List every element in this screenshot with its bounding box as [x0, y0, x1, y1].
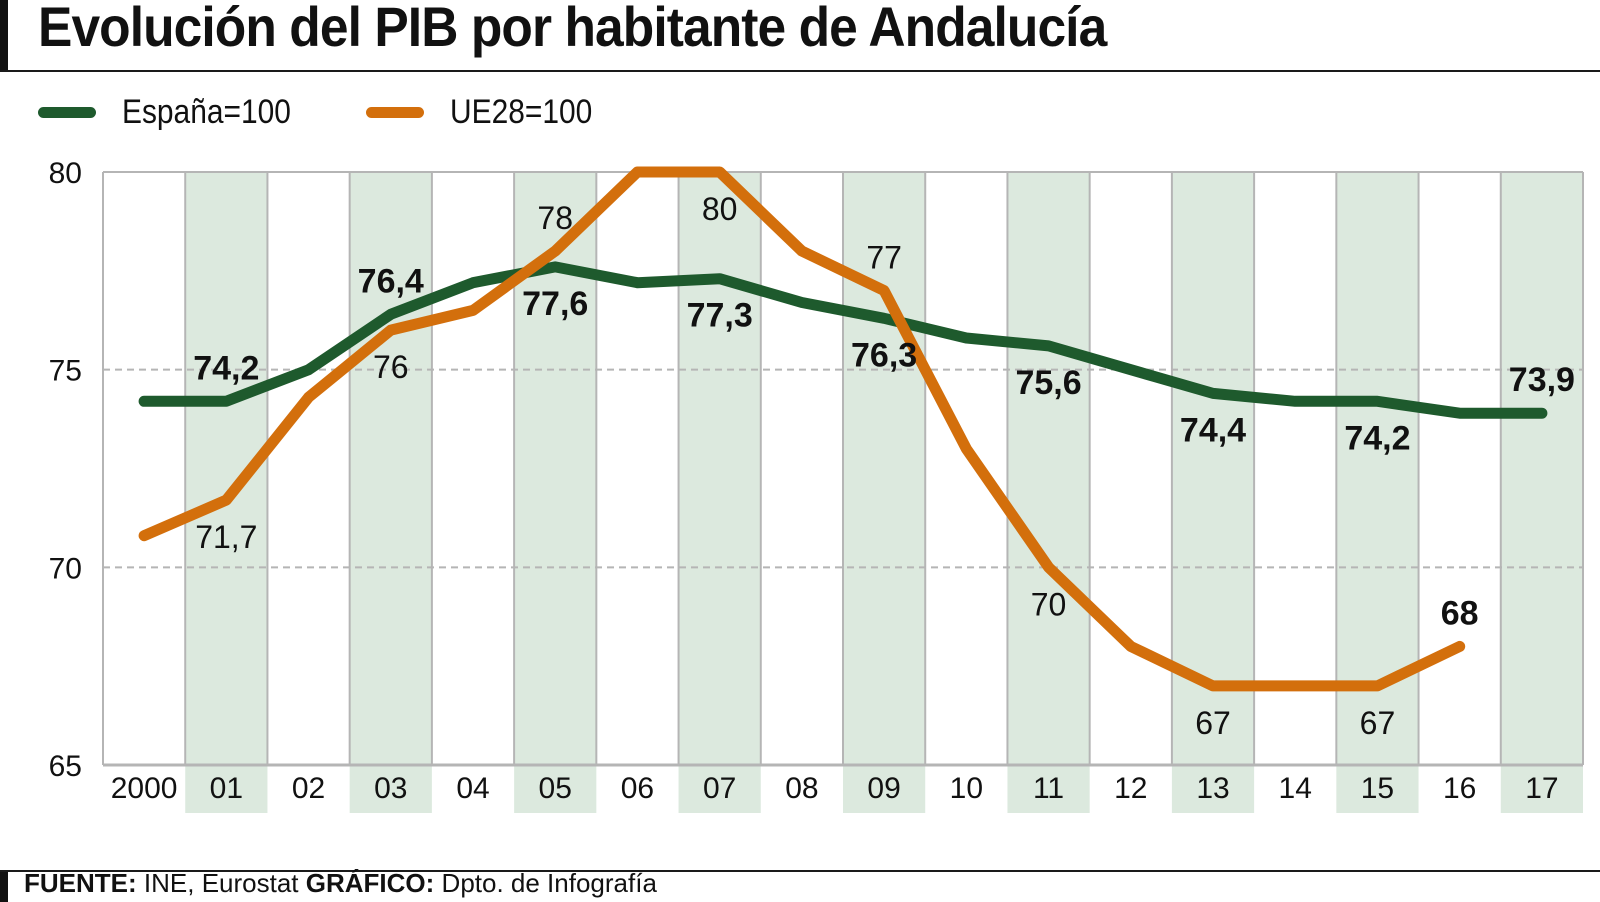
legend-label-spain: España=100: [122, 92, 291, 131]
data-label-spain: 76,4: [358, 262, 424, 300]
x-tick-label: 17: [1525, 772, 1558, 805]
data-label-eu: 80: [702, 191, 738, 227]
source-value: INE, Eurostat: [143, 868, 299, 898]
x-tick-label: 02: [292, 772, 325, 805]
data-label-eu: 68: [1441, 594, 1479, 632]
x-tick-label: 07: [703, 772, 736, 805]
footer-bar: [0, 870, 1600, 902]
data-label-spain: 76,3: [851, 336, 917, 374]
graphic-value: Dpto. de Infografía: [441, 868, 657, 898]
data-label-eu: 71,7: [195, 519, 257, 555]
data-label-spain: 77,6: [522, 285, 588, 323]
footer-credits: FUENTE: INE, Eurostat GRÁFICO: Dpto. de …: [24, 868, 657, 899]
data-label-spain: 74,2: [193, 349, 259, 387]
x-tick-label: 14: [1279, 772, 1312, 805]
x-tick-label: 04: [456, 772, 489, 805]
column-band: [1336, 172, 1419, 813]
data-label-eu: 76: [373, 349, 409, 385]
data-label-eu: 77: [866, 240, 902, 276]
x-tick-label: 10: [950, 772, 983, 805]
chart-title: Evolución del PIB por habitante de Andal…: [38, 0, 1107, 58]
column-band: [514, 172, 597, 813]
data-label-spain: 74,2: [1344, 419, 1410, 457]
y-tick-label: 65: [49, 750, 82, 783]
legend: España=100 UE28=100: [38, 92, 664, 132]
x-tick-label: 11: [1033, 772, 1064, 805]
series-line-eu: [138, 166, 1466, 692]
y-tick-label: 70: [49, 552, 82, 585]
x-tick-label: 16: [1443, 772, 1476, 805]
column-band: [678, 172, 761, 813]
x-tick-label: 15: [1361, 772, 1394, 805]
data-label-spain: 73,9: [1509, 361, 1575, 399]
data-label-spain: 75,6: [1015, 364, 1081, 402]
column-band: [1500, 172, 1583, 813]
column-band: [1171, 172, 1255, 813]
x-tick-label: 09: [867, 772, 900, 805]
x-tick-label: 06: [621, 772, 654, 805]
x-tick-label: 05: [539, 772, 572, 805]
data-label-eu: 70: [1031, 586, 1067, 622]
column-band: [349, 172, 432, 813]
data-label-spain: 74,4: [1180, 411, 1246, 449]
y-tick-label: 80: [49, 157, 82, 190]
x-tick-label: 13: [1196, 772, 1229, 805]
x-tick-label: 12: [1114, 772, 1147, 805]
data-label-eu: 67: [1195, 705, 1231, 741]
y-tick-label: 75: [49, 355, 82, 388]
x-tick-label: 03: [374, 772, 407, 805]
data-label-eu: 67: [1360, 705, 1396, 741]
data-label-spain: 77,3: [687, 297, 753, 335]
legend-swatch-eu: [365, 106, 424, 118]
legend-item-spain: España=100: [38, 93, 314, 132]
legend-item-eu: UE28=100: [365, 92, 612, 132]
source-label: FUENTE:: [24, 868, 137, 898]
title-bar: Evolución del PIB por habitante de Andal…: [0, 0, 1600, 72]
column-band: [1007, 172, 1090, 813]
graphic-label: GRÁFICO:: [305, 868, 435, 898]
x-tick-label: 01: [210, 772, 243, 805]
series-line-spain: [138, 261, 1548, 419]
x-tick-label: 2000: [111, 772, 178, 805]
legend-swatch-spain: [38, 106, 96, 118]
x-tick-label: 08: [785, 772, 818, 805]
data-label-eu: 78: [537, 200, 573, 236]
legend-label-eu: UE28=100: [449, 92, 593, 131]
